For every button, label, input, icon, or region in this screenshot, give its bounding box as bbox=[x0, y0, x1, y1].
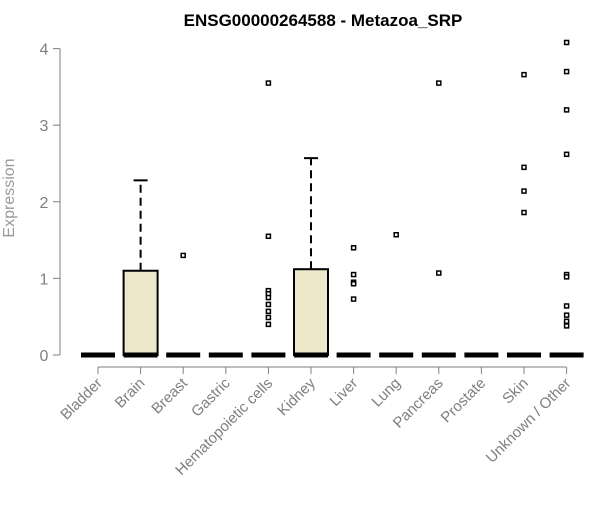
y-tick-label: 1 bbox=[40, 271, 49, 288]
y-tick-label: 2 bbox=[40, 195, 49, 212]
x-tick-label: Bladder bbox=[57, 375, 106, 424]
outlier-point bbox=[563, 318, 570, 325]
outlier-point bbox=[265, 321, 272, 328]
outlier-point bbox=[265, 308, 272, 315]
outlier-point bbox=[521, 188, 527, 194]
outlier-point bbox=[563, 39, 570, 46]
chart-title: ENSG00000264588 - Metazoa_SRP bbox=[184, 11, 463, 30]
y-tick-label: 4 bbox=[40, 42, 49, 59]
boxes-group bbox=[81, 39, 584, 358]
outlier-point bbox=[180, 252, 186, 259]
x-tick-label: Lung bbox=[368, 375, 404, 411]
box bbox=[122, 269, 159, 356]
outlier-point bbox=[563, 312, 570, 318]
outlier-point bbox=[521, 164, 527, 171]
box-group-3 bbox=[166, 252, 201, 358]
outlier-point bbox=[350, 281, 357, 287]
outlier-point bbox=[521, 71, 527, 78]
box-group-7 bbox=[336, 245, 371, 358]
box-group-11 bbox=[507, 71, 541, 358]
outlier-point bbox=[563, 151, 570, 158]
outlier-point bbox=[350, 296, 357, 302]
outlier-point bbox=[436, 80, 442, 86]
outlier-point bbox=[393, 231, 399, 238]
outlier-point bbox=[563, 68, 570, 75]
x-tick-label: Skin bbox=[499, 375, 532, 408]
x-tick-label: Prostate bbox=[438, 375, 490, 427]
y-tick-label: 3 bbox=[40, 118, 49, 135]
outlier-point bbox=[265, 80, 272, 86]
y-axis-label: Expression bbox=[1, 158, 18, 237]
x-tick-label: Breast bbox=[148, 374, 191, 417]
outlier-point bbox=[563, 303, 570, 309]
box-group-2 bbox=[122, 179, 159, 358]
outlier-point bbox=[350, 271, 357, 278]
box-group-6 bbox=[293, 157, 329, 358]
x-tick-label: Liver bbox=[326, 375, 361, 410]
outlier-point bbox=[563, 107, 570, 113]
outlier-point bbox=[265, 301, 272, 308]
outlier-point bbox=[563, 323, 570, 329]
outlier-point bbox=[521, 209, 527, 216]
outlier-point bbox=[350, 245, 357, 251]
y-axis: 0 1 2 3 4 bbox=[40, 42, 61, 365]
box-group-12 bbox=[549, 39, 584, 358]
box-group-8 bbox=[379, 231, 414, 358]
x-tick-label: Kidney bbox=[274, 374, 319, 419]
outlier-point bbox=[265, 233, 272, 240]
y-tick-label: 0 bbox=[40, 348, 49, 365]
box bbox=[293, 268, 329, 357]
box-group-5 bbox=[251, 80, 286, 358]
outlier-point bbox=[563, 274, 570, 280]
outlier-point bbox=[265, 314, 272, 321]
outlier-point bbox=[265, 294, 272, 301]
box-group-9 bbox=[421, 80, 456, 358]
outlier-point bbox=[436, 270, 442, 276]
x-tick-label: Brain bbox=[112, 375, 149, 412]
